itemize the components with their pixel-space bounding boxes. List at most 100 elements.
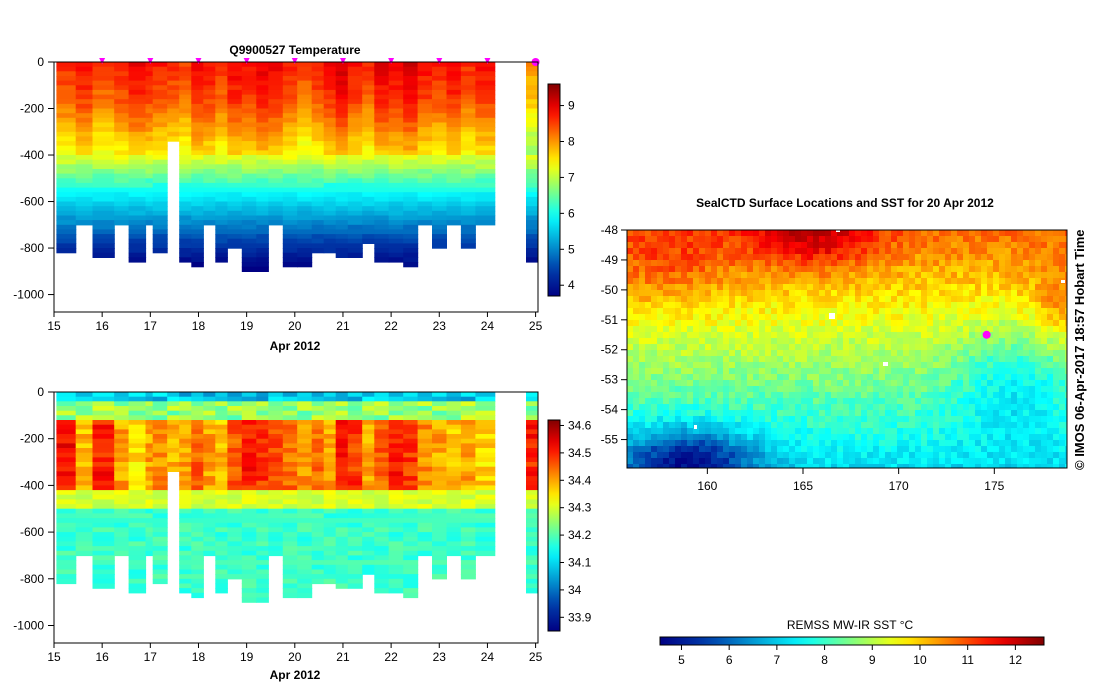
sst-cell bbox=[669, 236, 676, 243]
sst-cell bbox=[927, 380, 934, 387]
profile-cell bbox=[179, 62, 192, 68]
profile-cell bbox=[241, 406, 257, 412]
profile-cell bbox=[388, 234, 404, 240]
profile-cell bbox=[403, 466, 419, 472]
sst-cell bbox=[693, 338, 700, 345]
sst-cell bbox=[687, 290, 694, 297]
sst-cell bbox=[789, 392, 796, 399]
sst-cell bbox=[771, 410, 778, 417]
profile-cell bbox=[241, 173, 257, 179]
sst-cell bbox=[795, 332, 802, 339]
sst-cell bbox=[861, 350, 868, 357]
profile-cell bbox=[311, 234, 325, 240]
sst-cell bbox=[657, 356, 664, 363]
profile-cell bbox=[256, 592, 269, 599]
profile-cell bbox=[347, 103, 363, 110]
sst-cell bbox=[747, 368, 754, 375]
profile-cell bbox=[75, 485, 94, 491]
profile-cell bbox=[92, 229, 115, 235]
profile-cell bbox=[256, 229, 269, 235]
x-tick-label: 19 bbox=[240, 319, 254, 333]
profile-cell bbox=[215, 66, 228, 72]
profile-cell bbox=[145, 89, 154, 96]
sst-cell bbox=[1047, 314, 1054, 321]
profile-cell bbox=[128, 229, 147, 235]
profile-cell bbox=[403, 499, 419, 505]
profile-cell bbox=[128, 71, 147, 77]
profile-cell bbox=[297, 420, 313, 426]
sst-cell bbox=[675, 344, 682, 351]
profile-cell bbox=[526, 220, 538, 226]
sst-cell bbox=[783, 266, 790, 273]
sst-cell bbox=[849, 242, 856, 249]
profile-cell bbox=[75, 518, 94, 524]
profile-cell bbox=[256, 220, 269, 226]
profile-cell bbox=[282, 518, 298, 524]
profile-cell bbox=[179, 396, 192, 402]
sst-cell bbox=[711, 278, 718, 285]
profile-cell bbox=[56, 136, 77, 142]
sst-cell bbox=[837, 314, 844, 321]
profile-cell bbox=[323, 480, 337, 486]
profile-cell bbox=[388, 490, 404, 496]
profile-cell bbox=[460, 173, 476, 179]
sst-cell bbox=[993, 242, 1000, 249]
profile-cell bbox=[432, 480, 447, 486]
profile-cell bbox=[128, 541, 147, 547]
sst-cell bbox=[855, 254, 862, 261]
sst-cell bbox=[1023, 260, 1030, 267]
profile-cell bbox=[446, 462, 462, 468]
sst-cell bbox=[1047, 260, 1054, 267]
profile-cell bbox=[323, 108, 337, 114]
profile-cell bbox=[417, 429, 433, 435]
sst-cell bbox=[651, 374, 658, 381]
sst-cell bbox=[939, 308, 946, 315]
sst-cell bbox=[645, 320, 652, 327]
profile-cell bbox=[227, 513, 243, 519]
sst-cell bbox=[849, 380, 856, 387]
sst-cell bbox=[915, 254, 922, 261]
profile-cell bbox=[114, 99, 130, 105]
profile-cell bbox=[526, 224, 538, 231]
profile-cell bbox=[56, 457, 77, 463]
sst-cell bbox=[1017, 332, 1024, 339]
sst-cell bbox=[849, 332, 856, 339]
profile-cell bbox=[526, 406, 538, 412]
profile-cell bbox=[241, 555, 257, 561]
profile-cell bbox=[403, 103, 419, 110]
sst-cell bbox=[627, 230, 634, 237]
sst-cell bbox=[921, 254, 928, 261]
sst-cell bbox=[1029, 386, 1036, 393]
profile-cell bbox=[311, 490, 325, 496]
sst-cell bbox=[663, 266, 670, 273]
sst-cell bbox=[855, 326, 862, 333]
sst-cell bbox=[897, 230, 904, 237]
sst-cell bbox=[969, 392, 976, 399]
profile-cell bbox=[446, 196, 462, 203]
sst-cell bbox=[753, 404, 760, 411]
profile-cell bbox=[145, 136, 154, 142]
profile-cell bbox=[227, 438, 243, 444]
profile-cell bbox=[179, 494, 192, 500]
profile-cell bbox=[282, 401, 298, 407]
sst-cell bbox=[939, 398, 946, 405]
sst-cell bbox=[915, 260, 922, 267]
profile-cell bbox=[92, 434, 115, 440]
profile-cell bbox=[179, 550, 192, 557]
sst-cell bbox=[837, 230, 844, 237]
profile-cell bbox=[179, 564, 192, 571]
profile-cell bbox=[56, 560, 77, 566]
sst-cell bbox=[891, 278, 898, 285]
sst-cell bbox=[825, 386, 832, 393]
sst-cell bbox=[1029, 392, 1036, 399]
profile-cell bbox=[268, 173, 284, 179]
profile-cell bbox=[167, 401, 180, 407]
profile-cell bbox=[191, 136, 204, 142]
profile-cell bbox=[92, 103, 115, 110]
sst-cell bbox=[885, 266, 892, 273]
profile-cell bbox=[475, 127, 496, 133]
sst-cell bbox=[873, 374, 880, 381]
profile-cell bbox=[417, 424, 433, 430]
profile-cell bbox=[227, 448, 243, 454]
profile-cell bbox=[335, 555, 349, 561]
